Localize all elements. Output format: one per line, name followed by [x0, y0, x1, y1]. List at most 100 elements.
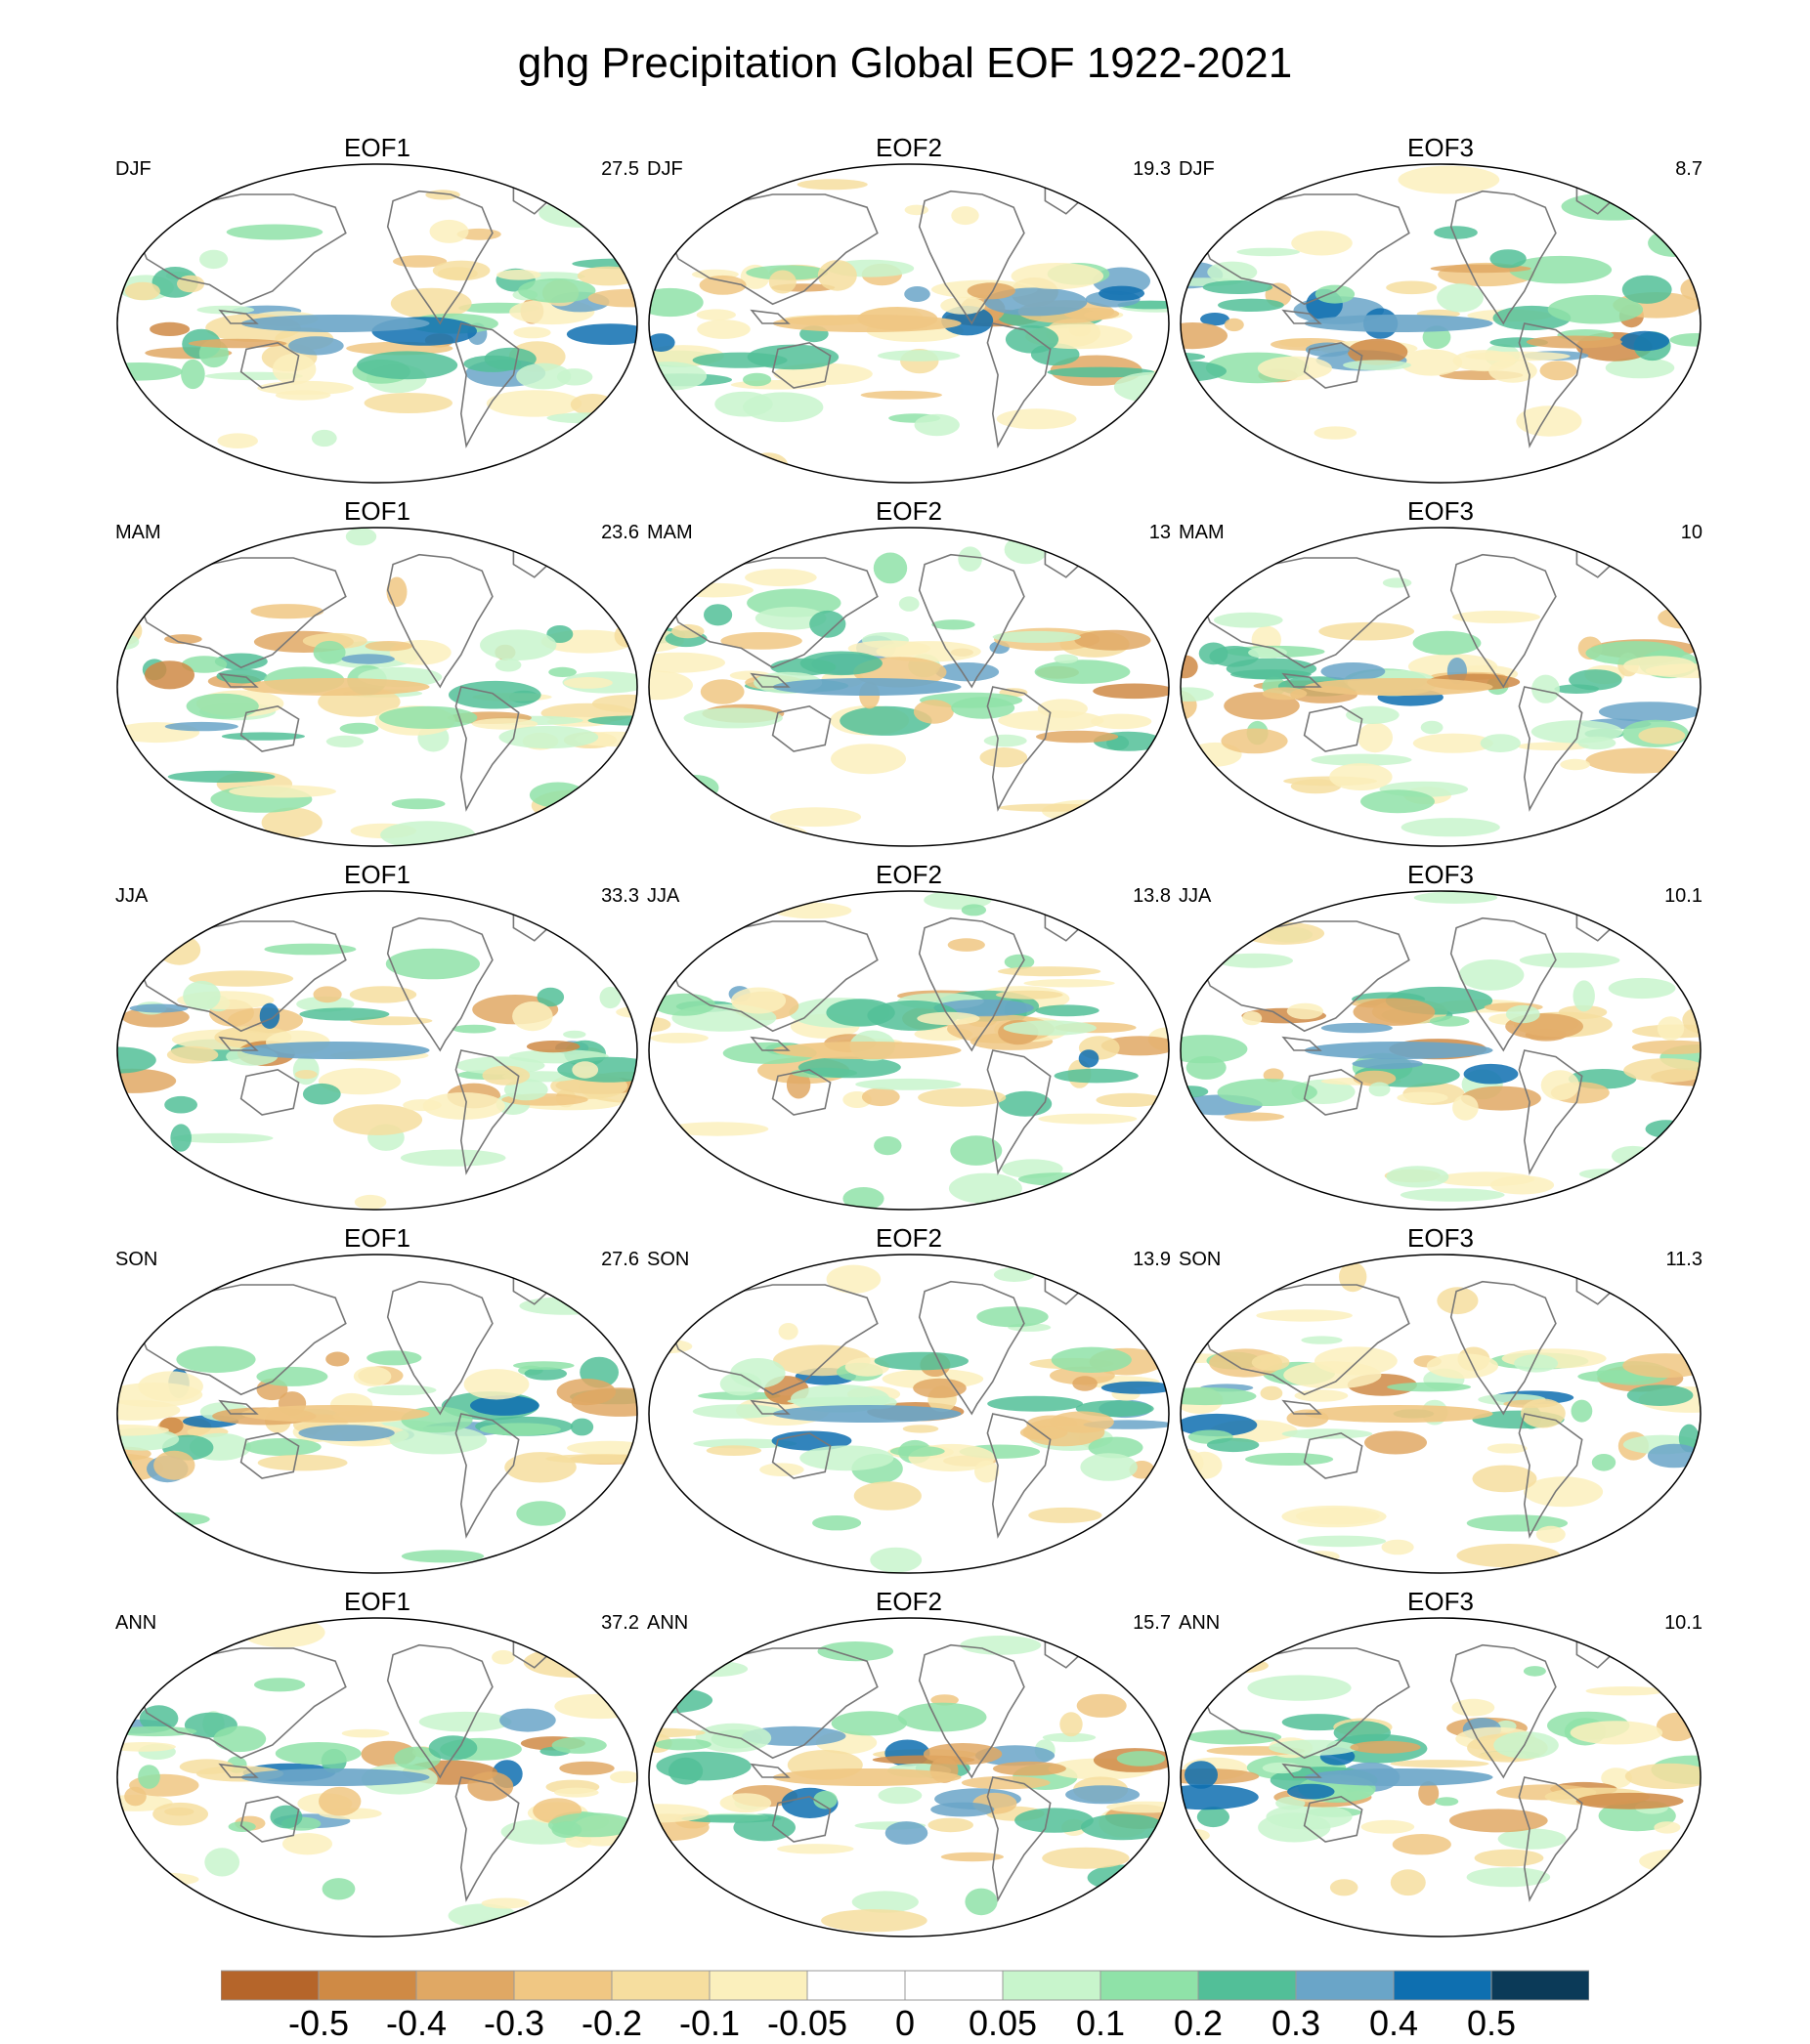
- colorbar-swatch: [1295, 1970, 1395, 2001]
- eof-title: EOF2: [876, 1223, 942, 1253]
- colorbar-swatch: [415, 1970, 515, 2001]
- colorbar-swatch: [611, 1970, 711, 2001]
- global-map: [116, 890, 638, 1211]
- global-map: [648, 527, 1170, 847]
- map-panel-jja-eof2: EOF2 JJA 13.8: [647, 860, 1171, 1214]
- global-map: [1180, 1617, 1702, 1938]
- eof-title: EOF1: [344, 860, 410, 889]
- colorbar-swatch: [221, 1970, 320, 2001]
- variance-percent: 23.6: [601, 522, 639, 543]
- colorbar-swatch: [1197, 1970, 1297, 2001]
- season-label: DJF: [647, 158, 683, 180]
- season-label: DJF: [115, 158, 151, 180]
- colorbar-swatch: [806, 1970, 906, 2001]
- global-map: [1180, 1254, 1702, 1574]
- eof-title: EOF1: [344, 1223, 410, 1253]
- map-panel-ann-eof3: EOF3 ANN 10.1: [1179, 1587, 1702, 1940]
- colorbar-tick-label: -0.3: [483, 2003, 545, 2043]
- season-label: JJA: [1179, 885, 1212, 907]
- eof-title: EOF2: [876, 1587, 942, 1616]
- eof-title: EOF3: [1407, 133, 1474, 162]
- season-label: ANN: [115, 1612, 157, 1634]
- variance-percent: 19.3: [1133, 158, 1171, 180]
- colorbar-tick-label: 0.3: [1271, 2003, 1321, 2043]
- global-map: [648, 890, 1170, 1211]
- map-panel-djf-eof2: EOF2 DJF 19.3: [647, 133, 1171, 487]
- map-panel-mam-eof2: EOF2 MAM 13: [647, 496, 1171, 850]
- variance-percent: 10: [1680, 522, 1702, 543]
- eof-title: EOF3: [1407, 1587, 1474, 1616]
- eof-title: EOF3: [1407, 496, 1474, 526]
- variance-percent: 13.9: [1133, 1249, 1171, 1270]
- variance-percent: 27.6: [601, 1249, 639, 1270]
- colorbar-swatch: [904, 1970, 1004, 2001]
- global-map: [116, 1617, 638, 1938]
- eof-title: EOF3: [1407, 860, 1474, 889]
- colorbar-tick-label: -0.1: [678, 2003, 741, 2043]
- global-map: [116, 527, 638, 847]
- global-map: [648, 1254, 1170, 1574]
- map-panel-djf-eof3: EOF3 DJF 8.7: [1179, 133, 1702, 487]
- eof-title: EOF1: [344, 133, 410, 162]
- season-label: JJA: [647, 885, 680, 907]
- colorbar-swatch: [1099, 1970, 1199, 2001]
- season-label: MAM: [1179, 522, 1225, 543]
- variance-percent: 15.7: [1133, 1612, 1171, 1634]
- eof-title: EOF2: [876, 133, 942, 162]
- season-label: SON: [1179, 1249, 1222, 1270]
- eof-title: EOF2: [876, 860, 942, 889]
- colorbar-tick-label: -0.4: [385, 2003, 448, 2043]
- map-panel-son-eof3: EOF3 SON 11.3: [1179, 1223, 1702, 1577]
- eof-title: EOF1: [344, 496, 410, 526]
- colorbar-swatch: [1393, 1970, 1492, 2001]
- global-map: [1180, 890, 1702, 1211]
- season-label: MAM: [647, 522, 693, 543]
- global-map: [648, 1617, 1170, 1938]
- eof-title: EOF2: [876, 496, 942, 526]
- map-panel-djf-eof1: EOF1 DJF 27.5: [115, 133, 639, 487]
- variance-percent: 10.1: [1664, 1612, 1702, 1634]
- variance-percent: 11.3: [1665, 1249, 1702, 1270]
- colorbar-tick-label: 0.4: [1368, 2003, 1419, 2043]
- colorbar-tick-label: -0.5: [287, 2003, 350, 2043]
- season-label: ANN: [647, 1612, 689, 1634]
- colorbar-swatch: [318, 1970, 417, 2001]
- colorbar-swatch: [1002, 1970, 1101, 2001]
- map-panel-ann-eof2: EOF2 ANN 15.7: [647, 1587, 1171, 1940]
- season-label: JJA: [115, 885, 149, 907]
- colorbar-tick-label: 0.1: [1075, 2003, 1126, 2043]
- global-map: [648, 163, 1170, 484]
- map-panel-jja-eof1: EOF1 JJA 33.3: [115, 860, 639, 1214]
- colorbar: [221, 1970, 1589, 2001]
- variance-percent: 37.2: [601, 1612, 639, 1634]
- colorbar-swatch: [709, 1970, 808, 2001]
- colorbar-tick-label: -0.05: [766, 2003, 848, 2043]
- colorbar-tick-label: 0.05: [968, 2003, 1038, 2043]
- colorbar-swatch: [1490, 1970, 1589, 2001]
- season-label: SON: [115, 1249, 158, 1270]
- colorbar-tick-label: -0.2: [581, 2003, 643, 2043]
- map-panel-son-eof1: EOF1 SON 27.6: [115, 1223, 639, 1577]
- map-panel-son-eof2: EOF2 SON 13.9: [647, 1223, 1171, 1577]
- global-map: [1180, 527, 1702, 847]
- colorbar-tick-label: 0.5: [1466, 2003, 1517, 2043]
- colorbar-tick-label: 0: [894, 2003, 916, 2043]
- global-map: [1180, 163, 1702, 484]
- figure-title: ghg Precipitation Global EOF 1922-2021: [517, 39, 1293, 87]
- season-label: SON: [647, 1249, 690, 1270]
- variance-percent: 10.1: [1664, 885, 1702, 907]
- season-label: ANN: [1179, 1612, 1221, 1634]
- variance-percent: 8.7: [1675, 158, 1702, 180]
- map-panel-mam-eof3: EOF3 MAM 10: [1179, 496, 1702, 850]
- season-label: DJF: [1179, 158, 1215, 180]
- global-map: [116, 163, 638, 484]
- eof-title: EOF3: [1407, 1223, 1474, 1253]
- global-map: [116, 1254, 638, 1574]
- variance-percent: 13.8: [1133, 885, 1171, 907]
- map-panel-ann-eof1: EOF1 ANN 37.2: [115, 1587, 639, 1940]
- map-panel-jja-eof3: EOF3 JJA 10.1: [1179, 860, 1702, 1214]
- variance-percent: 27.5: [601, 158, 639, 180]
- season-label: MAM: [115, 522, 161, 543]
- map-panel-mam-eof1: EOF1 MAM 23.6: [115, 496, 639, 850]
- variance-percent: 33.3: [601, 885, 639, 907]
